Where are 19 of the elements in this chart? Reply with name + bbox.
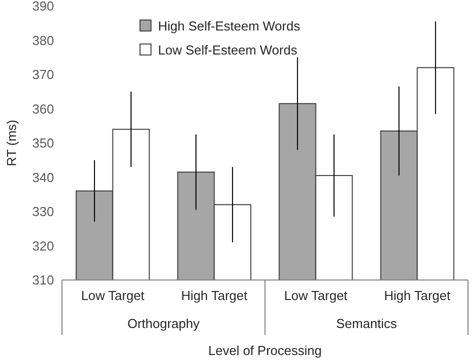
legend-label: High Self-Esteem Words — [158, 18, 301, 34]
y-tick-label: 350 — [32, 136, 54, 151]
y-tick-label: 380 — [32, 32, 54, 48]
x-tick-label: High Target — [384, 288, 451, 303]
y-tick-label: 360 — [32, 101, 54, 116]
x-tick-label: High Target — [181, 288, 248, 303]
x-tick-label: Low Target — [81, 288, 145, 303]
x-tick-label: Low Target — [284, 288, 348, 303]
y-tick-label: 330 — [32, 204, 54, 220]
x-axis-title: Level of Processing — [208, 343, 322, 358]
text: Semantics — [336, 316, 398, 331]
y-tick-label: 340 — [32, 170, 54, 185]
y-tick-label: 390 — [32, 0, 54, 14]
legend-label: Low Self-Esteem Words — [158, 42, 298, 58]
y-tick-label: 320 — [32, 238, 54, 254]
y-tick-label: 310 — [32, 272, 54, 288]
text: Orthography — [127, 316, 200, 331]
y-tick-label: 370 — [32, 67, 54, 82]
y-axis-title: RT (ms) — [4, 120, 19, 166]
